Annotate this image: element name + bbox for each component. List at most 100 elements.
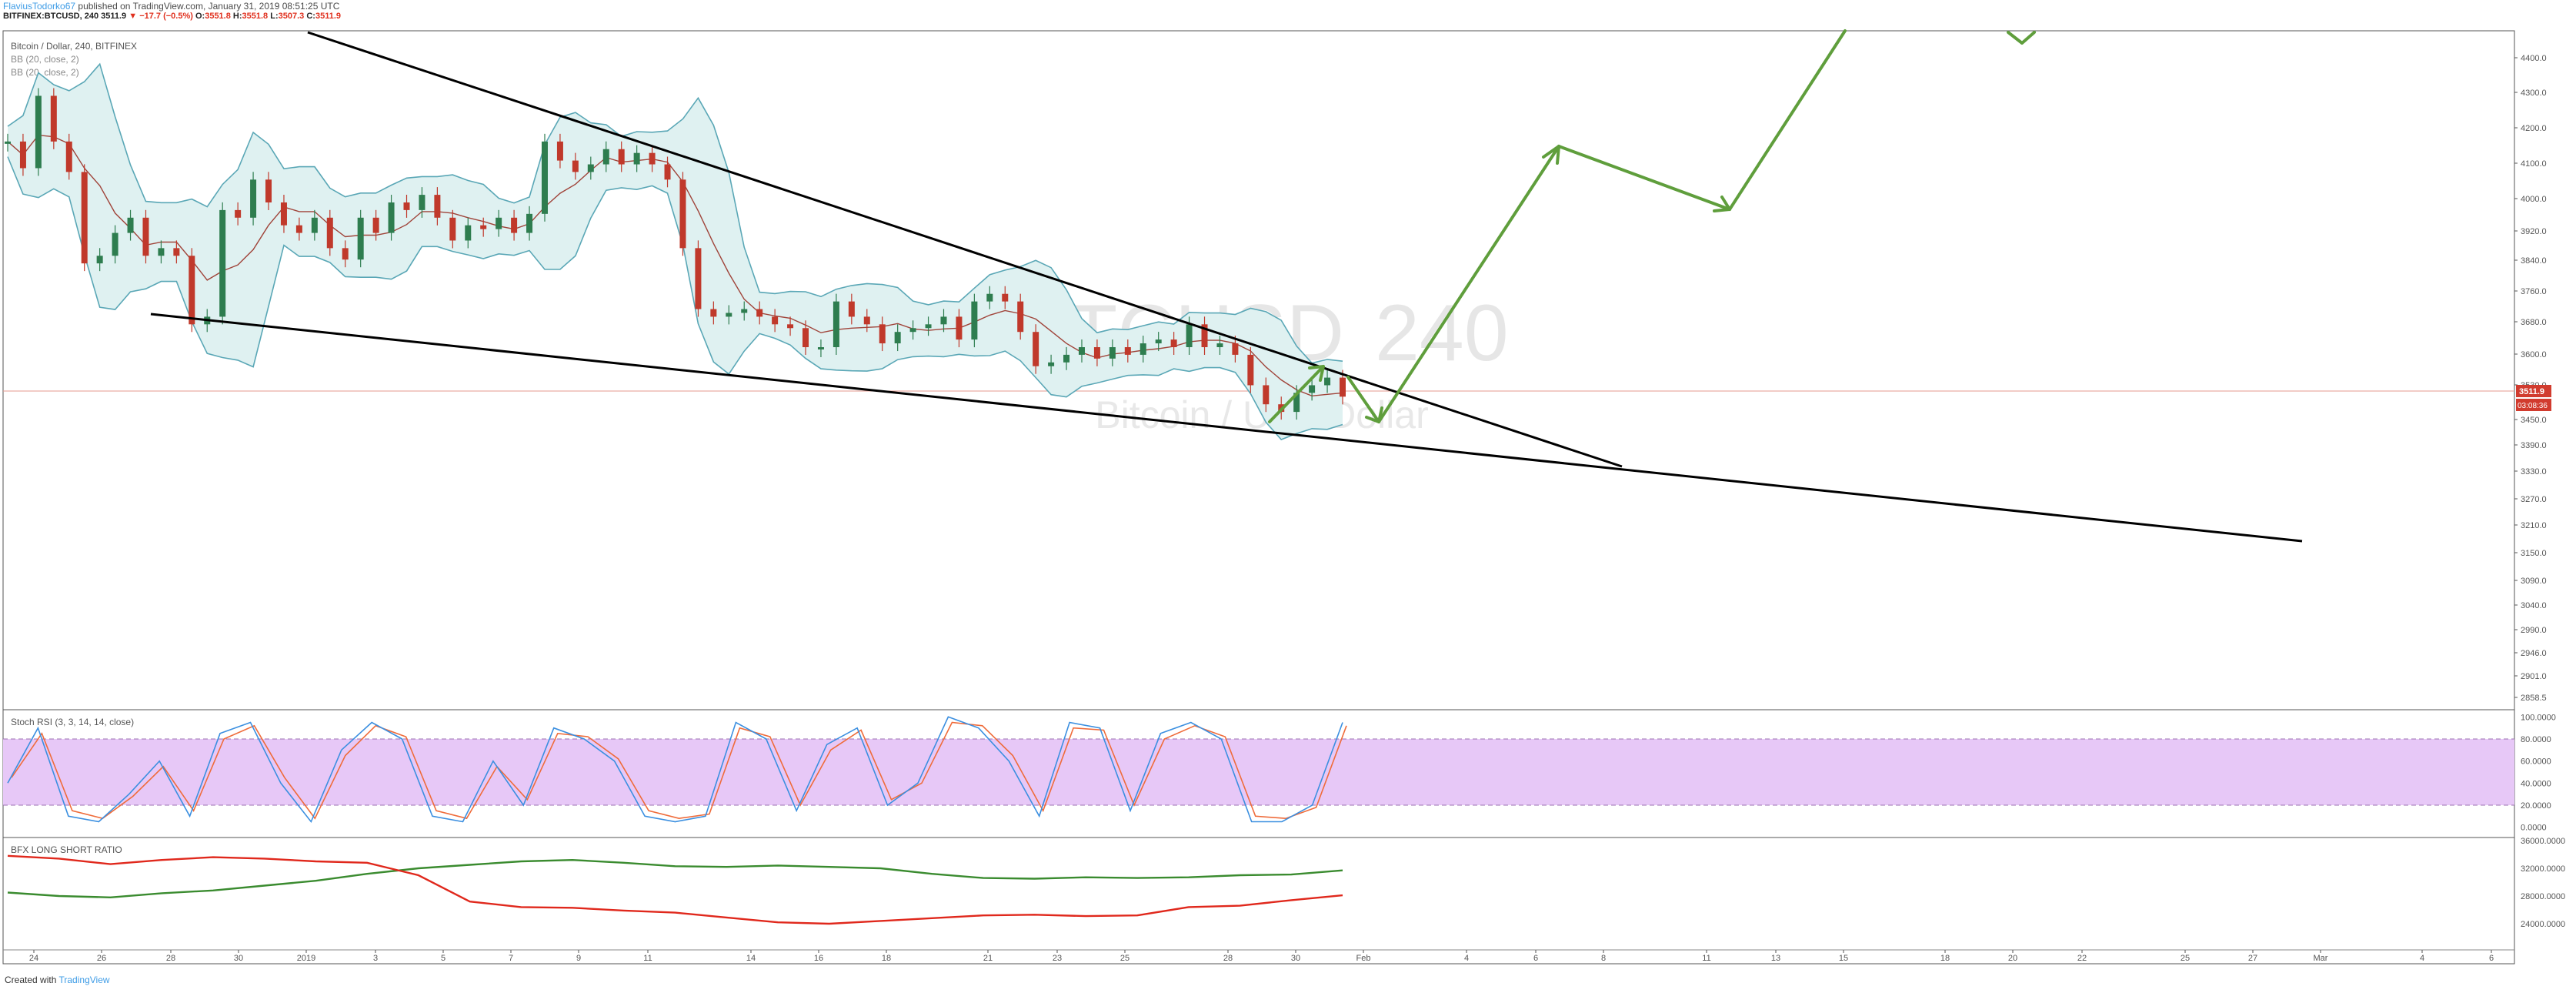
- price-tick-label: 4200.0: [2521, 124, 2547, 133]
- candle: [526, 213, 533, 233]
- candle: [695, 248, 702, 309]
- short-ratio-line: [7, 854, 1343, 925]
- time-tick-label: Mar: [2314, 954, 2328, 963]
- ls-tick-label: 24000.0000: [2521, 920, 2565, 929]
- candle: [326, 217, 333, 249]
- time-tick-label: 18: [1940, 954, 1950, 963]
- candle: [189, 256, 195, 325]
- stoch-tick-label: 40.0000: [2521, 779, 2551, 788]
- author-link[interactable]: FlaviusTodorko67: [3, 1, 76, 12]
- candle: [772, 316, 779, 325]
- candle: [449, 217, 456, 241]
- upper-trendline[interactable]: [307, 31, 1623, 468]
- candle: [833, 301, 839, 347]
- time-tick-label: Feb: [1356, 954, 1371, 963]
- candle: [710, 309, 717, 317]
- candle: [1002, 293, 1009, 302]
- candle: [1293, 393, 1300, 413]
- candle: [511, 217, 518, 233]
- countdown-value: 03:08:36: [2518, 402, 2548, 410]
- bollinger-lower-line: [7, 156, 1343, 440]
- time-tick-label: 26: [97, 954, 106, 963]
- stoch-tick-label: 100.0000: [2521, 713, 2556, 722]
- candle: [741, 309, 748, 313]
- candle: [756, 309, 763, 317]
- candle: [1109, 347, 1116, 359]
- time-tick-label: 4: [2420, 954, 2424, 963]
- price-tag-value: 3511.9: [2519, 387, 2544, 396]
- lower-trendline[interactable]: [150, 313, 2303, 543]
- candle: [909, 328, 916, 333]
- arrow-head[interactable]: [1308, 365, 1325, 382]
- candle: [480, 225, 487, 229]
- price-axis[interactable]: 4400.0 4300.0 4200.0 4100.0 4000.0 3920.0 3840…: [2514, 54, 2547, 703]
- ls-axis[interactable]: 36000.0000 32000.0000 28000.0000 24000.0000: [2521, 837, 2565, 929]
- candle: [1155, 339, 1162, 344]
- time-tick-label: 18: [882, 954, 891, 963]
- stoch-d-line: [11, 721, 1347, 820]
- high-label: H:: [232, 12, 242, 21]
- candle: [1186, 324, 1193, 347]
- price-tick-label: 3840.0: [2521, 256, 2547, 266]
- candle: [556, 141, 563, 161]
- time-tick-label: 27: [2248, 954, 2257, 963]
- stoch-k-line: [7, 716, 1343, 824]
- time-tick-label: 30: [1291, 954, 1300, 963]
- price-tick-label: 2990.0: [2521, 626, 2547, 635]
- high-value: 3551.8: [242, 12, 269, 21]
- low-label: L:: [270, 12, 279, 21]
- ohlc-line: BITFINEX:BTCUSD, 240 3511.9 ▼ −17.7 (−0.…: [3, 12, 341, 22]
- candle: [5, 141, 11, 144]
- candle: [925, 324, 932, 329]
- open-label: O:: [195, 12, 205, 21]
- candle: [19, 141, 26, 169]
- candle: [388, 202, 395, 233]
- footer: Created with TradingView: [5, 975, 110, 985]
- legend-symbol: Bitcoin / Dollar, 240, BITFINEX: [11, 41, 137, 52]
- candle: [250, 179, 257, 218]
- candle: [496, 217, 502, 229]
- tradingview-logo-link[interactable]: TradingView: [58, 975, 110, 985]
- time-tick-label: 25: [1120, 954, 1130, 963]
- time-tick-label: 7: [509, 954, 513, 963]
- price-change: ▼ −17.7 (−0.5%): [128, 12, 193, 21]
- arrow-up-long[interactable]: [1377, 145, 1560, 423]
- price-tick-label: 4100.0: [2521, 159, 2547, 169]
- candle: [419, 195, 425, 210]
- price-tag: [2516, 385, 2551, 397]
- time-tick-label: 9: [576, 954, 581, 963]
- price-tick-label: 2946.0: [2521, 649, 2547, 658]
- candle: [81, 172, 88, 264]
- arrow-head-top[interactable]: [2007, 31, 2036, 45]
- bollinger-basis-line: [7, 134, 1343, 397]
- ls-tick-label: 32000.0000: [2521, 864, 2565, 874]
- candle: [173, 248, 180, 256]
- chart-frame: [2, 30, 2515, 965]
- candle: [465, 225, 472, 241]
- price-tick-label: 2901.0: [2521, 672, 2547, 681]
- candle: [219, 209, 226, 317]
- arrow-up-short[interactable]: [1268, 365, 1325, 423]
- candle: [311, 217, 318, 233]
- stoch-axis[interactable]: 100.0000 80.0000 60.0000 40.0000 20.0000 0.00…: [2521, 713, 2556, 832]
- low-value: 3507.3: [278, 12, 305, 21]
- stoch-title: Stoch RSI (3, 3, 14, 14, close): [11, 717, 134, 727]
- candle: [649, 152, 656, 165]
- arrow-down-short[interactable]: [1346, 376, 1380, 423]
- legend-bb1: BB (20, close, 2): [11, 54, 79, 65]
- candle: [342, 248, 349, 260]
- time-axis[interactable]: 24 26 28 30 2019 3 5 7 9 11 14 16 18 21 23 25 28 30 Feb 4 6 8…: [29, 950, 2494, 963]
- candle: [1140, 343, 1146, 355]
- close-value: 3511.9: [315, 12, 342, 21]
- arrow-up-final[interactable]: [1728, 29, 1847, 211]
- time-tick-label: 6: [1533, 954, 1538, 963]
- candle: [1048, 362, 1055, 366]
- price-tick-label: 3150.0: [2521, 549, 2547, 558]
- candle: [1124, 347, 1131, 355]
- stoch-tick-label: 20.0000: [2521, 801, 2551, 811]
- close-label: C:: [306, 12, 315, 21]
- arrow-down-mid[interactable]: [1557, 145, 1731, 211]
- projection-arrows[interactable]: [1268, 29, 2036, 423]
- countdown-tag: [2516, 399, 2551, 411]
